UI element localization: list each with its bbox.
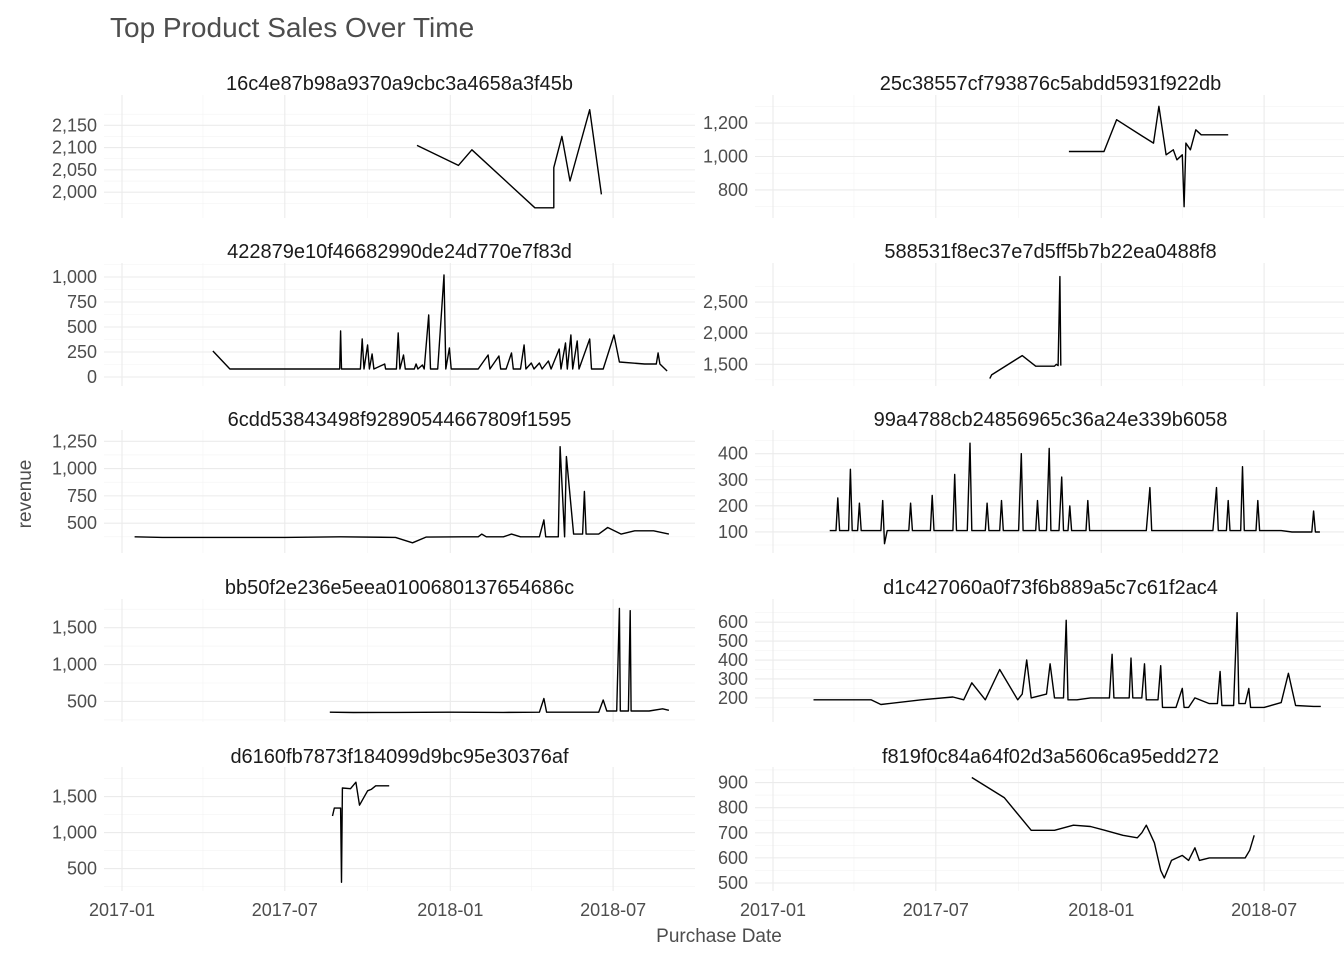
- y-tick-label: 0: [87, 367, 97, 387]
- y-tick-label: 2,000: [703, 323, 748, 343]
- y-tick-label: 1,500: [52, 787, 97, 807]
- facet-panel: 100 200 300 400 99a4788cb24856965c36a24e339b…: [718, 409, 1344, 553]
- y-tick-label: 300: [718, 470, 748, 490]
- y-tick-label: 2,500: [703, 292, 748, 312]
- facet-panel: 500 1,000 1,500 bb50f2e236e5eea010068013765…: [52, 577, 695, 722]
- y-tick-label: 750: [67, 486, 97, 506]
- series-line: [829, 442, 1320, 545]
- y-tick-label: 750: [67, 292, 97, 312]
- facet-title: bb50f2e236e5eea0100680137654686c: [225, 577, 574, 599]
- y-tick-label: 2,150: [52, 115, 97, 135]
- y-tick-label: 1,500: [703, 354, 748, 374]
- y-tick-label: 1,000: [52, 267, 97, 287]
- series-line: [329, 607, 670, 714]
- series-line: [971, 776, 1255, 879]
- facet-panel: 0 250 500 750 1,000 422879e10f46682990de24d77…: [52, 241, 695, 387]
- facet-panel: 500 750 1,000 1,250 6cdd53843498f92890544667…: [52, 409, 695, 553]
- facet-title: 422879e10f46682990de24d770e7f83d: [227, 241, 572, 263]
- y-tick-label: 800: [718, 180, 748, 200]
- y-tick-label: 500: [718, 873, 748, 893]
- y-tick-label: 100: [718, 522, 748, 542]
- y-tick-label: 2,050: [52, 160, 97, 180]
- series-line: [212, 274, 668, 372]
- y-tick-label: 400: [718, 650, 748, 670]
- facet-title: 588531f8ec37e7d5ff5b7b22ea0488f8: [884, 241, 1216, 263]
- y-tick-label: 400: [718, 444, 748, 464]
- chart-title: Top Product Sales Over Time: [110, 12, 474, 43]
- x-tick-label: 2018-07: [580, 900, 646, 920]
- x-tick-label: 2017-07: [903, 900, 969, 920]
- y-tick-label: 900: [718, 773, 748, 793]
- y-tick-label: 200: [718, 496, 748, 516]
- facet-title: 25c38557cf793876c5abdd5931f922db: [880, 73, 1221, 95]
- series-line: [813, 612, 1321, 709]
- x-tick-label: 2018-07: [1231, 900, 1297, 920]
- y-tick-label: 200: [718, 688, 748, 708]
- y-tick-label: 600: [718, 612, 748, 632]
- series-line: [331, 781, 390, 883]
- y-tick-label: 500: [67, 859, 97, 879]
- series-line: [1068, 105, 1229, 208]
- y-axis-title: revenue: [15, 460, 36, 529]
- y-tick-label: 500: [67, 513, 97, 533]
- facet-title: 99a4788cb24856965c36a24e339b6058: [874, 409, 1228, 431]
- facet-panel: 500 600 700 800 900 f819f0c84a64f02d3a5606ca9…: [718, 746, 1344, 920]
- series-line: [989, 275, 1062, 379]
- y-tick-label: 2,100: [52, 138, 97, 158]
- facet-panel: 500 1,000 1,500 d6160fb7873f184099d9bc95e30…: [52, 746, 695, 920]
- y-tick-label: 1,000: [52, 459, 97, 479]
- y-tick-label: 800: [718, 798, 748, 818]
- y-tick-label: 600: [718, 848, 748, 868]
- facet-title: d6160fb7873f184099d9bc95e30376af: [230, 746, 569, 768]
- y-tick-label: 1,200: [703, 113, 748, 133]
- y-tick-label: 500: [67, 317, 97, 337]
- x-tick-label: 2017-01: [89, 900, 155, 920]
- facet-panels: 2,0002,0502,1002,15016c4e87b98a9370a9cbc…: [52, 73, 1344, 920]
- y-tick-label: 500: [67, 691, 97, 711]
- y-tick-label: 500: [718, 631, 748, 651]
- y-tick-label: 700: [718, 823, 748, 843]
- x-tick-label: 2018-01: [1068, 900, 1134, 920]
- y-tick-label: 1,000: [703, 147, 748, 167]
- facet-title: 6cdd53843498f92890544667809f1595: [228, 409, 572, 431]
- y-tick-label: 1,250: [52, 431, 97, 451]
- x-tick-label: 2018-01: [417, 900, 483, 920]
- facet-title: d1c427060a0f73f6b889a5c7c61f2ac4: [883, 577, 1218, 599]
- facet-title: 16c4e87b98a9370a9cbc3a4658a3f45b: [226, 73, 573, 95]
- facet-title: f819f0c84a64f02d3a5606ca95edd272: [882, 746, 1219, 768]
- series-line: [134, 446, 670, 544]
- y-tick-label: 300: [718, 669, 748, 689]
- facet-panel: 1,500 2,000 2,500 588531f8ec37e7d5ff5b7b22e…: [703, 241, 1344, 386]
- y-tick-label: 2,000: [52, 182, 97, 202]
- y-tick-label: 1,000: [52, 655, 97, 675]
- x-axis-title: Purchase Date: [656, 926, 782, 947]
- y-tick-label: 1,000: [52, 823, 97, 843]
- x-tick-label: 2017-01: [740, 900, 806, 920]
- facet-panel: 800 1,000 1,200 25c38557cf793876c5abdd5931f…: [703, 73, 1344, 218]
- y-tick-label: 1,500: [52, 618, 97, 638]
- x-tick-label: 2017-07: [252, 900, 318, 920]
- series-line: [416, 108, 603, 209]
- y-tick-label: 250: [67, 342, 97, 362]
